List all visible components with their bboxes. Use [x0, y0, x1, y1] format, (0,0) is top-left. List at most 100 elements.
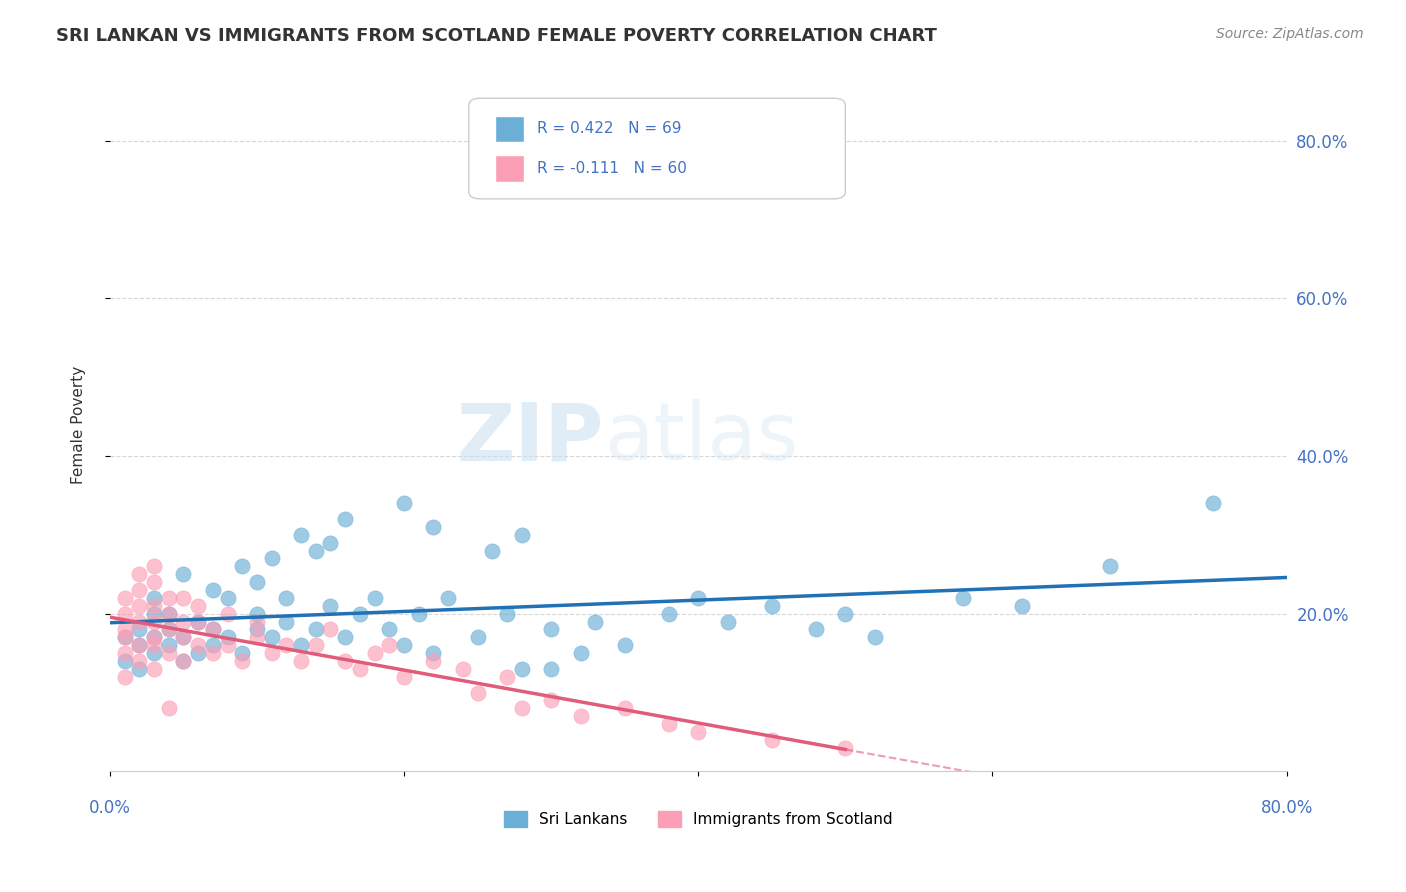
Point: [114, 630, 136, 644]
Point: [246, 630, 269, 644]
Point: [128, 638, 150, 652]
Point: [422, 520, 444, 534]
Point: [305, 638, 328, 652]
Point: [540, 662, 562, 676]
Point: [114, 630, 136, 644]
Point: [276, 591, 298, 605]
Point: [569, 646, 592, 660]
Point: [143, 575, 166, 590]
Point: [128, 662, 150, 676]
Point: [246, 615, 269, 629]
Point: [201, 646, 224, 660]
Point: [658, 607, 681, 621]
Point: [157, 638, 180, 652]
Point: [143, 638, 166, 652]
Point: [319, 599, 342, 613]
Point: [128, 599, 150, 613]
Point: [246, 623, 269, 637]
Point: [422, 654, 444, 668]
Point: [128, 567, 150, 582]
Point: [143, 630, 166, 644]
Point: [260, 630, 283, 644]
Point: [201, 638, 224, 652]
Point: [172, 630, 194, 644]
Text: SRI LANKAN VS IMMIGRANTS FROM SCOTLAND FEMALE POVERTY CORRELATION CHART: SRI LANKAN VS IMMIGRANTS FROM SCOTLAND F…: [56, 27, 938, 45]
Point: [217, 607, 239, 621]
Point: [157, 607, 180, 621]
Point: [114, 591, 136, 605]
Point: [540, 623, 562, 637]
Point: [143, 607, 166, 621]
Point: [217, 591, 239, 605]
Point: [201, 623, 224, 637]
Point: [834, 607, 856, 621]
Point: [276, 615, 298, 629]
Point: [128, 654, 150, 668]
Point: [392, 496, 415, 510]
Point: [349, 607, 371, 621]
Point: [231, 646, 253, 660]
Point: [761, 599, 783, 613]
Point: [143, 591, 166, 605]
FancyBboxPatch shape: [468, 98, 845, 199]
Point: [481, 543, 503, 558]
Point: [172, 630, 194, 644]
Point: [378, 623, 401, 637]
Point: [260, 646, 283, 660]
Point: [290, 638, 312, 652]
Point: [276, 638, 298, 652]
Point: [688, 591, 710, 605]
Text: R = 0.422   N = 69: R = 0.422 N = 69: [537, 121, 682, 136]
Point: [217, 630, 239, 644]
Point: [510, 701, 533, 715]
Point: [157, 591, 180, 605]
Point: [540, 693, 562, 707]
Point: [335, 512, 357, 526]
Point: [290, 528, 312, 542]
Point: [157, 623, 180, 637]
Point: [613, 638, 636, 652]
Point: [260, 551, 283, 566]
Point: [349, 662, 371, 676]
Point: [451, 662, 474, 676]
Point: [335, 630, 357, 644]
Point: [408, 607, 430, 621]
Point: [392, 670, 415, 684]
Legend: Sri Lankans, Immigrants from Scotland: Sri Lankans, Immigrants from Scotland: [498, 805, 898, 833]
Point: [114, 623, 136, 637]
Point: [231, 559, 253, 574]
Point: [128, 582, 150, 597]
Point: [834, 740, 856, 755]
Text: atlas: atlas: [605, 400, 799, 477]
Bar: [495, 116, 524, 142]
Point: [143, 646, 166, 660]
Point: [363, 646, 385, 660]
Point: [569, 709, 592, 723]
Point: [761, 732, 783, 747]
Point: [246, 575, 269, 590]
Point: [496, 670, 519, 684]
Point: [201, 582, 224, 597]
Point: [319, 535, 342, 549]
Point: [658, 717, 681, 731]
Point: [613, 701, 636, 715]
Point: [187, 599, 209, 613]
Point: [172, 567, 194, 582]
Point: [467, 685, 489, 699]
Y-axis label: Female Poverty: Female Poverty: [72, 365, 86, 483]
Point: [305, 623, 328, 637]
Point: [143, 559, 166, 574]
Point: [335, 654, 357, 668]
Point: [114, 646, 136, 660]
Point: [143, 662, 166, 676]
Point: [863, 630, 886, 644]
Point: [128, 615, 150, 629]
Point: [114, 607, 136, 621]
Text: ZIP: ZIP: [457, 400, 605, 477]
Point: [1099, 559, 1122, 574]
Point: [231, 654, 253, 668]
Point: [717, 615, 740, 629]
Point: [143, 630, 166, 644]
Point: [1202, 496, 1225, 510]
Text: R = -0.111   N = 60: R = -0.111 N = 60: [537, 161, 688, 176]
